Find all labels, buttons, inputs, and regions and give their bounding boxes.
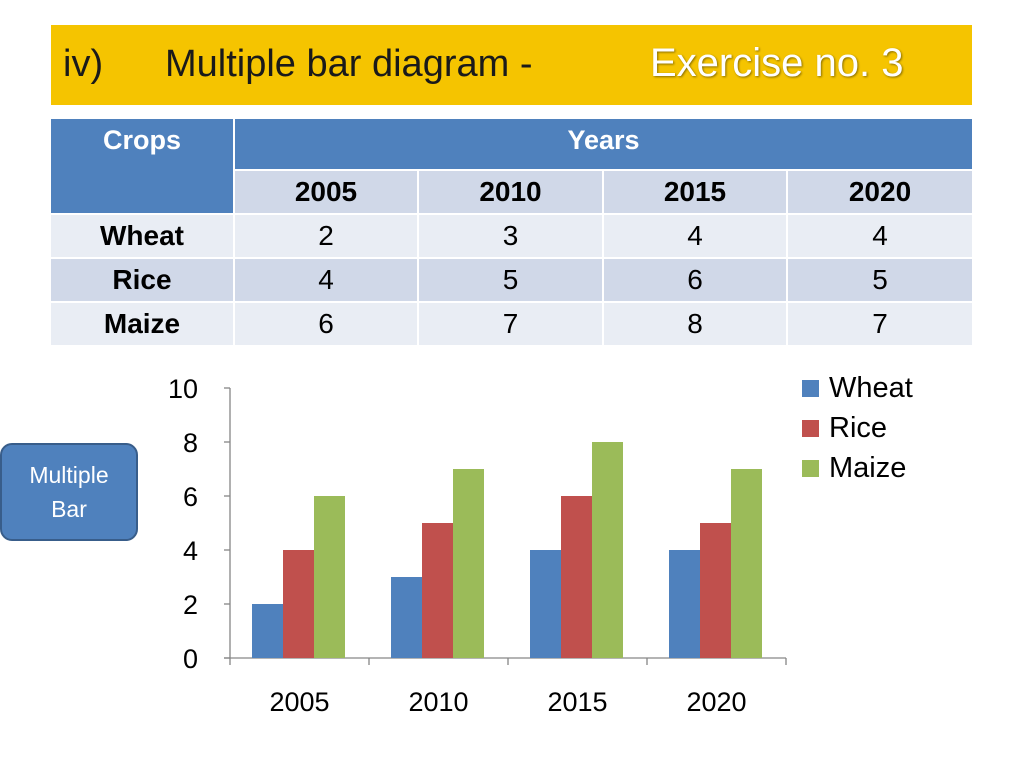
table-cell: 8 [604, 303, 788, 347]
table-cell: 7 [419, 303, 604, 347]
crop-label: Maize [51, 303, 235, 347]
table-cell: 4 [235, 259, 419, 303]
legend-item-wheat: Wheat [802, 368, 913, 408]
bar-maize-2015 [592, 442, 623, 658]
y-tick-label: 6 [183, 482, 198, 512]
crop-label: Rice [51, 259, 235, 303]
table-row-maize: Maize 6 7 8 7 [51, 303, 973, 347]
legend-label: Maize [829, 451, 907, 484]
y-tick-label: 10 [168, 374, 198, 404]
year-header-2005: 2005 [235, 171, 419, 215]
y-tick-label: 4 [183, 536, 198, 566]
table-cell: 6 [604, 259, 788, 303]
table-cell: 3 [419, 215, 604, 259]
bar-rice-2015 [561, 496, 592, 658]
crop-label: Wheat [51, 215, 235, 259]
table-cell: 5 [419, 259, 604, 303]
table-cell: 4 [788, 215, 973, 259]
x-tick-label: 2010 [408, 687, 468, 717]
legend-label: Rice [829, 411, 888, 444]
bar-wheat-2015 [530, 550, 561, 658]
bar-maize-2010 [453, 469, 484, 658]
table-row-wheat: Wheat 2 3 4 4 [51, 215, 973, 259]
legend-swatch [802, 379, 819, 397]
crops-header: Crops [51, 119, 235, 215]
bar-maize-2005 [314, 496, 345, 658]
bar-wheat-2005 [252, 604, 283, 658]
bar-rice-2020 [700, 523, 731, 658]
table-cell: 2 [235, 215, 419, 259]
legend-swatch [802, 419, 819, 437]
table-cell: 6 [235, 303, 419, 347]
bar-rice-2005 [283, 550, 314, 658]
year-header-2020: 2020 [788, 171, 973, 215]
year-header-2015: 2015 [604, 171, 788, 215]
y-tick-label: 8 [183, 428, 198, 458]
legend-label: Wheat [829, 371, 913, 404]
multiple-bar-button-line2: Bar [51, 496, 87, 522]
table-row-rice: Rice 4 5 6 5 [51, 259, 973, 303]
multiple-bar-button-line1: Multiple [29, 462, 109, 488]
x-tick-label: 2005 [269, 687, 329, 717]
slide-number: iv) [63, 43, 104, 85]
y-tick-label: 0 [183, 644, 198, 674]
title-bar: iv) Multiple bar diagram - Exercise no. … [51, 25, 972, 105]
slide-title: Multiple bar diagram - [165, 43, 533, 85]
table-cell: 5 [788, 259, 973, 303]
legend-item-maize: Maize [802, 448, 913, 488]
exercise-label: Exercise no. 3 [650, 41, 904, 85]
bar-maize-2020 [731, 469, 762, 658]
year-header-2010: 2010 [419, 171, 604, 215]
legend-swatch [802, 459, 819, 477]
y-tick-label: 2 [183, 590, 198, 620]
multiple-bar-button[interactable]: Multiple Bar [0, 443, 138, 541]
bar-wheat-2010 [391, 577, 422, 658]
table-cell: 7 [788, 303, 973, 347]
data-table: Crops Years 2005 2010 2015 2020 Wheat 2 … [51, 119, 973, 347]
bar-wheat-2020 [669, 550, 700, 658]
table-cell: 4 [604, 215, 788, 259]
legend-item-rice: Rice [802, 408, 913, 448]
x-tick-label: 2015 [547, 687, 607, 717]
chart-legend: Wheat Rice Maize [802, 368, 913, 488]
years-header: Years [235, 119, 973, 171]
bar-rice-2010 [422, 523, 453, 658]
x-tick-label: 2020 [686, 687, 746, 717]
